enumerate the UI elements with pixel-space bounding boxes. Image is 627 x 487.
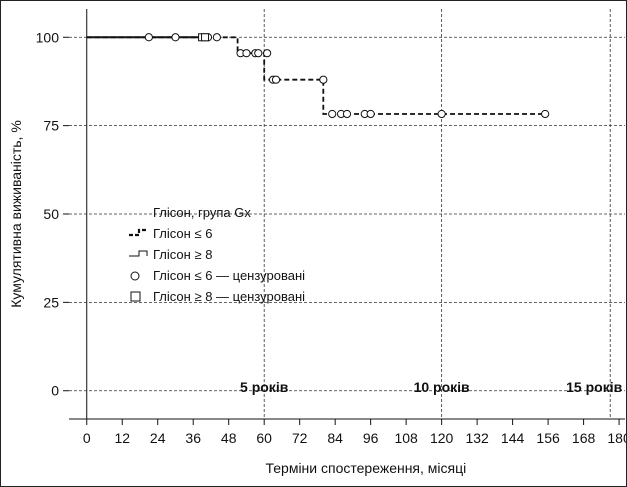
legend-symbol-square <box>130 291 141 302</box>
annotation-label: 15 років <box>566 379 622 395</box>
x-tick-label: 0 <box>83 430 91 446</box>
x-tick-label: 180 <box>607 430 626 446</box>
y-tick-label: 0 <box>51 383 59 399</box>
x-tick-label: 48 <box>221 430 237 446</box>
x-tick-label: 132 <box>465 430 489 446</box>
censor-marker-circle <box>263 49 272 58</box>
x-tick-label: 72 <box>292 430 308 446</box>
x-tick-label: 96 <box>363 430 379 446</box>
censor-marker-circle <box>366 109 375 119</box>
x-tick-label: 36 <box>185 430 201 446</box>
legend-symbol-dashed-step <box>129 228 147 237</box>
legend-entry-label: Глісон ≤ 6 — цензуровані <box>153 268 305 283</box>
x-tick-label: 120 <box>430 430 454 446</box>
x-tick-label: 144 <box>501 430 525 446</box>
legend-entry-label: Глісон ≤ 6 <box>153 226 212 241</box>
legend-symbol-circle <box>130 271 140 281</box>
legend-entry-label: Глісон ≥ 8 — цензуровані <box>153 289 305 304</box>
series-line-gleason-le6 <box>86 36 549 115</box>
x-tick-label: 12 <box>114 430 130 446</box>
censor-marker-circle <box>342 109 352 119</box>
censor-marker-square <box>201 33 210 42</box>
censor-marker-circle <box>212 33 221 42</box>
annotation-label: 10 років <box>414 379 470 395</box>
x-tick-label: 168 <box>572 430 596 446</box>
y-tick-label: 25 <box>43 294 59 310</box>
x-tick-label: 108 <box>394 430 418 446</box>
censor-marker-circle <box>328 109 337 119</box>
censor-marker-circle <box>541 109 550 119</box>
y-tick-label: 50 <box>43 206 59 222</box>
censor-marker-circle <box>171 33 180 42</box>
x-tick-label: 24 <box>150 430 166 446</box>
censor-marker-circle <box>242 49 251 58</box>
x-tick-label: 156 <box>536 430 560 446</box>
annotation-label: 5 років <box>240 379 289 395</box>
censor-marker-circle <box>319 75 328 84</box>
censor-marker-circle <box>271 75 281 84</box>
censor-marker-circle <box>437 109 446 119</box>
y-tick-label: 100 <box>36 29 60 45</box>
legend-symbol-solid-step <box>129 250 148 257</box>
censor-marker-circle <box>144 33 153 42</box>
x-axis-title: Терміни спостереження, місяці <box>265 460 466 476</box>
censor-marker-circle <box>254 49 263 58</box>
legend-title: Глісон, група Gx <box>153 205 251 220</box>
y-tick-label: 75 <box>43 118 59 134</box>
x-tick-label: 84 <box>327 430 343 446</box>
legend-entry-label: Глісон ≥ 8 <box>153 247 212 262</box>
x-tick-label: 60 <box>256 430 272 446</box>
y-axis-title: Кумулятивна виживаність, % <box>8 120 24 308</box>
